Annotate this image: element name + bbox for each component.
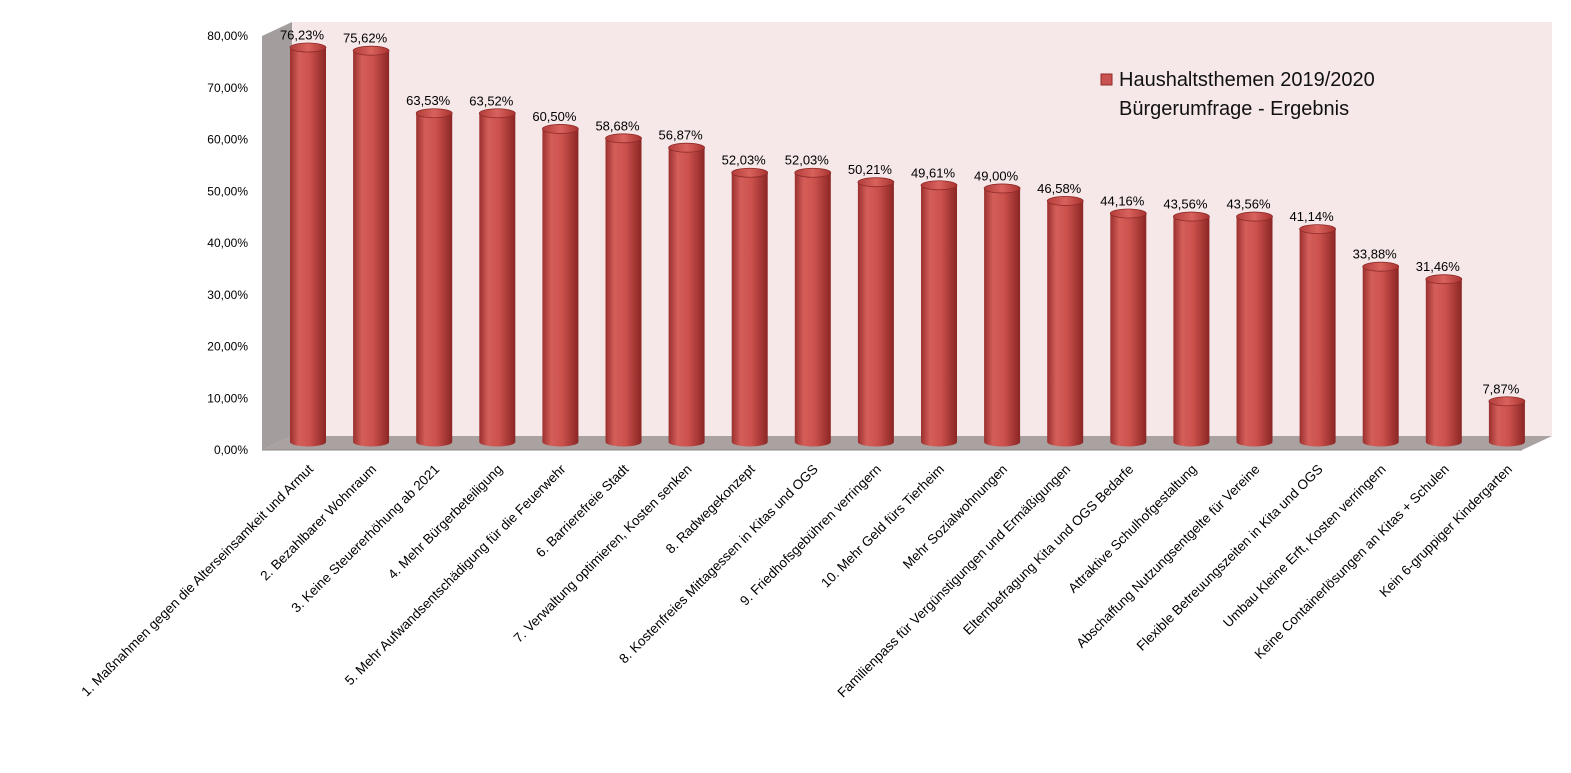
y-tick-label: 0,00% <box>214 443 248 457</box>
data-label: 43,56% <box>1163 197 1208 212</box>
data-label: 56,87% <box>659 128 704 143</box>
data-label: 50,21% <box>848 162 893 177</box>
data-label: 63,52% <box>469 93 514 108</box>
y-tick-label: 50,00% <box>207 184 248 198</box>
data-label: 63,53% <box>406 93 451 108</box>
bar <box>920 180 958 447</box>
category-label: Familienpass für Vergünstigungen und Erm… <box>835 462 1074 701</box>
category-label: 1. Maßnahmen gegen die Alterseinsamkeit … <box>78 461 316 699</box>
bar <box>542 124 579 447</box>
data-label: 76,23% <box>280 28 325 43</box>
bar <box>1299 224 1336 447</box>
bar <box>1173 211 1210 447</box>
data-label: 52,03% <box>785 153 830 168</box>
data-label: 75,62% <box>343 31 388 46</box>
y-tick-label: 60,00% <box>207 133 248 147</box>
bar <box>1046 196 1084 447</box>
bar <box>1362 261 1400 447</box>
y-tick-label: 10,00% <box>207 391 248 405</box>
bar <box>857 177 895 447</box>
data-label: 52,03% <box>722 153 767 168</box>
category-label: 5. Mehr Aufwandsentschädigung für die Fe… <box>342 461 569 688</box>
bar <box>415 108 453 447</box>
data-label: 33,88% <box>1353 247 1398 262</box>
bar <box>605 133 642 447</box>
y-axis: 0,00% 10,00% 20,00% 30,00% 40,00% 50,00% 60,00… <box>207 29 248 457</box>
y-tick-label: 30,00% <box>207 288 248 302</box>
bar <box>983 183 1021 447</box>
x-axis: 1. Maßnahmen gegen die Alterseinsamkeit … <box>78 461 1515 700</box>
bar <box>731 167 769 447</box>
y-tick-label: 40,00% <box>207 236 248 250</box>
legend-entry-2: Bürgerumfrage - Ergebnis <box>1119 98 1349 120</box>
data-label: 60,50% <box>532 109 577 124</box>
category-label: 10. Mehr Geld fürs Tierheim <box>818 462 947 591</box>
bar-series <box>289 42 1526 447</box>
data-label: 49,00% <box>974 168 1019 183</box>
bar <box>1425 274 1463 447</box>
bar <box>1236 211 1273 447</box>
data-label: 43,56% <box>1226 197 1271 212</box>
floor <box>262 436 1552 450</box>
category-label: 4. Mehr Bürgerbeteiligung <box>385 462 505 582</box>
bar <box>289 42 327 447</box>
y-tick-label: 70,00% <box>207 81 248 95</box>
bar <box>794 167 832 447</box>
legend: Haushaltsthemen 2019/2020 Bürgerumfrage … <box>1100 69 1375 120</box>
data-label: 58,68% <box>595 118 640 133</box>
bar <box>668 142 705 447</box>
bar <box>478 108 516 447</box>
category-label: Kein 6-gruppiger Kindergarten <box>1377 462 1516 601</box>
data-label: 46,58% <box>1037 181 1082 196</box>
data-labels: 76,23% 75,62% 63,53% 63,52% 60,50% 58,68% 56,8… <box>280 28 1520 397</box>
bar <box>1109 208 1147 447</box>
legend-entry-1: Haushaltsthemen 2019/2020 <box>1119 69 1375 91</box>
bar <box>352 45 390 447</box>
category-label: 2. Bezahlbarer Wohnraum <box>257 462 379 584</box>
data-label: 49,61% <box>911 165 956 180</box>
data-label: 31,46% <box>1416 259 1461 274</box>
data-label: 7,87% <box>1482 381 1519 396</box>
data-label: 41,14% <box>1290 209 1335 224</box>
data-label: 44,16% <box>1100 193 1145 208</box>
category-label: Mehr Sozialwohnungen <box>900 462 1010 572</box>
y-tick-label: 20,00% <box>207 340 248 354</box>
category-label: Attraktive Schulhofgestaltung <box>1065 462 1199 596</box>
legend-swatch <box>1100 73 1113 86</box>
y-tick-label: 80,00% <box>207 29 248 43</box>
side-wall <box>262 22 292 450</box>
bar <box>1488 396 1526 447</box>
